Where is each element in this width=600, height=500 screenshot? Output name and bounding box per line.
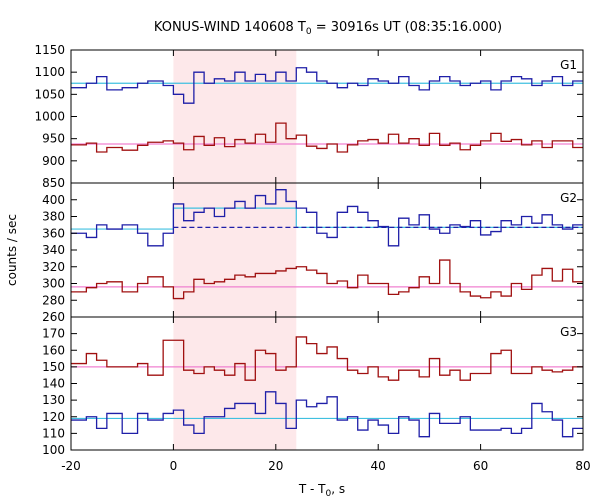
x-tick-label: 60 <box>473 459 488 473</box>
g1-ytick-label: 1100 <box>34 65 65 79</box>
y-axis-label: counts / sec <box>5 214 19 286</box>
g2-ytick-label: 300 <box>42 277 65 291</box>
g3-ytick-label: 130 <box>42 393 65 407</box>
g3-ytick-label: 170 <box>42 327 65 341</box>
g3-ytick-label: 150 <box>42 360 65 374</box>
x-tick-label: 40 <box>371 459 386 473</box>
x-tick-label: 80 <box>575 459 590 473</box>
g3-ytick-label: 110 <box>42 426 65 440</box>
g2-ytick-label: 260 <box>42 310 65 324</box>
g3-ytick-label: 160 <box>42 343 65 357</box>
g1-series-red <box>71 122 583 153</box>
g2-series-blue <box>71 189 583 247</box>
g3-series-red <box>71 336 583 381</box>
chart-title: KONUS-WIND 140608 T0 = 30916s UT (08:35:… <box>154 20 502 37</box>
g2-ytick-label: 380 <box>42 210 65 224</box>
g3-ytick-label: 140 <box>42 377 65 391</box>
g1-frame <box>70 49 584 184</box>
burst-interval-shading <box>173 50 297 450</box>
g2-ytick-label: 360 <box>42 226 65 240</box>
g3-series-blue <box>71 391 583 438</box>
g1-series-blue <box>71 67 583 104</box>
g1-panel-label: G1 <box>560 58 577 72</box>
g1-ytick-label: 900 <box>42 154 65 168</box>
plot-area: 8509009501000105011001150G12602803003203… <box>34 43 590 473</box>
g2-ytick-label: 400 <box>42 193 65 207</box>
g1-ytick-label: 1000 <box>34 110 65 124</box>
g2-ytick-label: 320 <box>42 260 65 274</box>
g3-frame <box>70 316 584 451</box>
g3-ytick-label: 120 <box>42 410 65 424</box>
g2-series-red <box>71 259 583 300</box>
x-tick-label: -20 <box>61 459 81 473</box>
g2-ytick-label: 340 <box>42 243 65 257</box>
g2-panel-label: G2 <box>560 191 577 205</box>
g1-ytick-label: 1050 <box>34 87 65 101</box>
x-tick-label: 0 <box>170 459 178 473</box>
g1-ytick-label: 950 <box>42 132 65 146</box>
g1-ytick-label: 850 <box>42 176 65 190</box>
x-tick-label: 20 <box>268 459 283 473</box>
g2-frame <box>70 182 584 318</box>
g3-ytick-label: 100 <box>42 443 65 457</box>
x-axis-label: T - T0, s <box>298 482 345 499</box>
g3-panel-label: G3 <box>560 325 577 339</box>
g1-ytick-label: 1150 <box>34 43 65 57</box>
g2-ytick-label: 280 <box>42 293 65 307</box>
